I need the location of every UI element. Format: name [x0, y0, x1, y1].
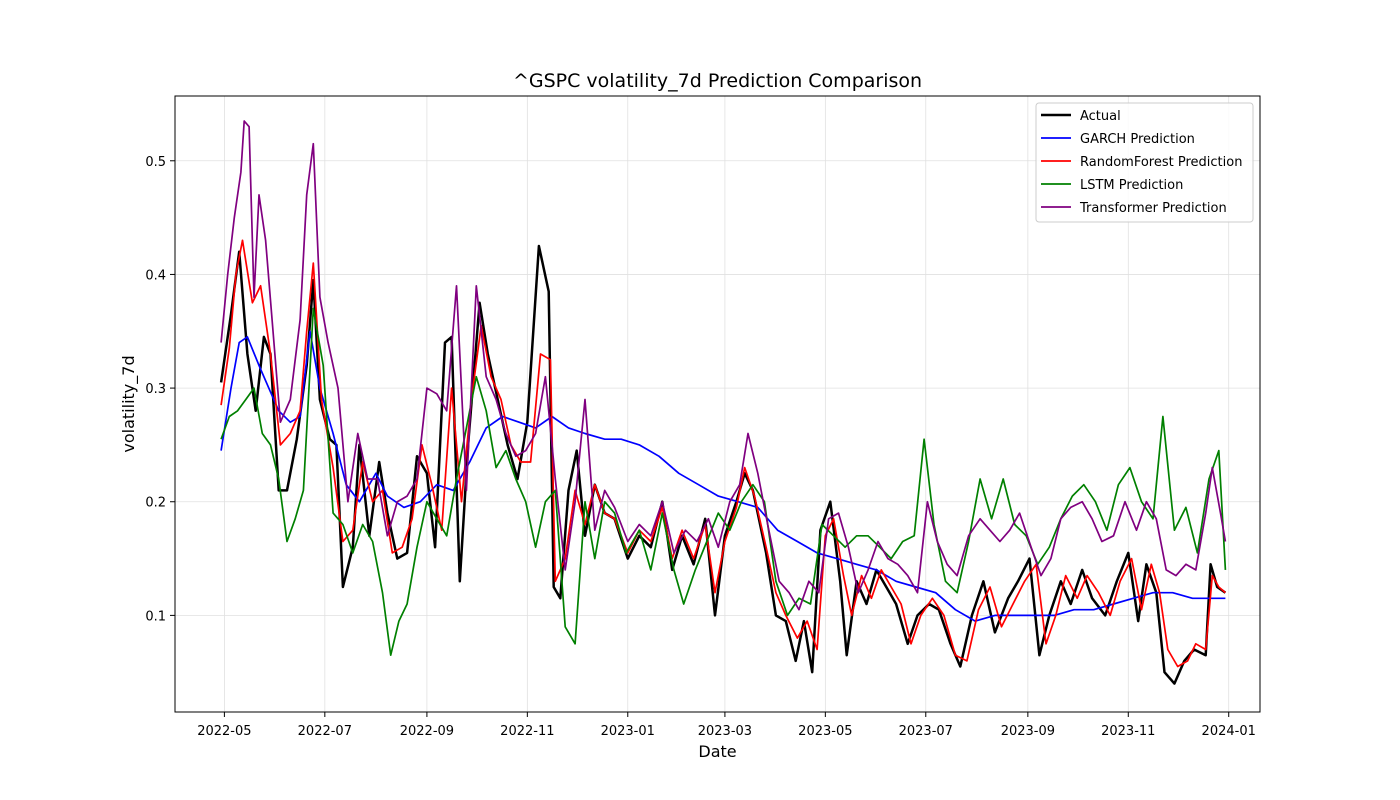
legend-label-randomforest-prediction: RandomForest Prediction [1080, 155, 1242, 170]
plot-area-frame [174, 95, 1261, 713]
x-tick-label: 2023-01 [601, 724, 655, 739]
x-tick-label: 2022-05 [197, 724, 251, 739]
x-tick-label: 2022-11 [500, 724, 554, 739]
x-tick-label: 2023-07 [899, 724, 953, 739]
series-line-garch-prediction [220, 330, 1226, 622]
series-line-transformer-prediction [220, 120, 1227, 611]
x-axis-ticks: 2022-05 2022-07 2022-09 2022-11 2023-01 2023-… [197, 712, 1256, 739]
legend-box [1035, 102, 1254, 223]
legend: Actual GARCH Prediction RandomForest Predi… [1035, 102, 1254, 223]
series-line-lstm-prediction [220, 307, 1227, 657]
y-tick-label: 0.2 [145, 496, 166, 511]
y-tick-label: 0.5 [145, 155, 166, 170]
x-tick-label: 2022-07 [298, 724, 352, 739]
x-axis-label: Date [698, 742, 736, 761]
grid [175, 96, 1260, 712]
x-tick-label: 2023-03 [698, 724, 752, 739]
series-layer [219, 120, 1227, 685]
y-tick-label: 0.4 [145, 268, 166, 283]
y-tick-label: 0.1 [145, 609, 166, 624]
series-line-randomforest-prediction [220, 239, 1226, 668]
x-tick-label: 2023-11 [1101, 724, 1155, 739]
x-tick-label: 2022-09 [400, 724, 454, 739]
legend-label-transformer-prediction: Transformer Prediction [1079, 201, 1227, 216]
x-tick-label: 2024-01 [1202, 724, 1256, 739]
legend-label-actual: Actual [1080, 109, 1121, 124]
legend-label-lstm-prediction: LSTM Prediction [1080, 178, 1183, 193]
x-tick-label: 2023-09 [1001, 724, 1055, 739]
y-axis-ticks: 0.1 0.2 0.3 0.4 0.5 [145, 155, 175, 624]
chart-title: ^GSPC volatility_7d Prediction Compariso… [513, 70, 922, 92]
legend-label-garch-prediction: GARCH Prediction [1080, 132, 1195, 147]
x-tick-label: 2023-05 [798, 724, 852, 739]
y-axis-label: volatility_7d [119, 355, 139, 452]
y-tick-label: 0.3 [145, 382, 166, 397]
